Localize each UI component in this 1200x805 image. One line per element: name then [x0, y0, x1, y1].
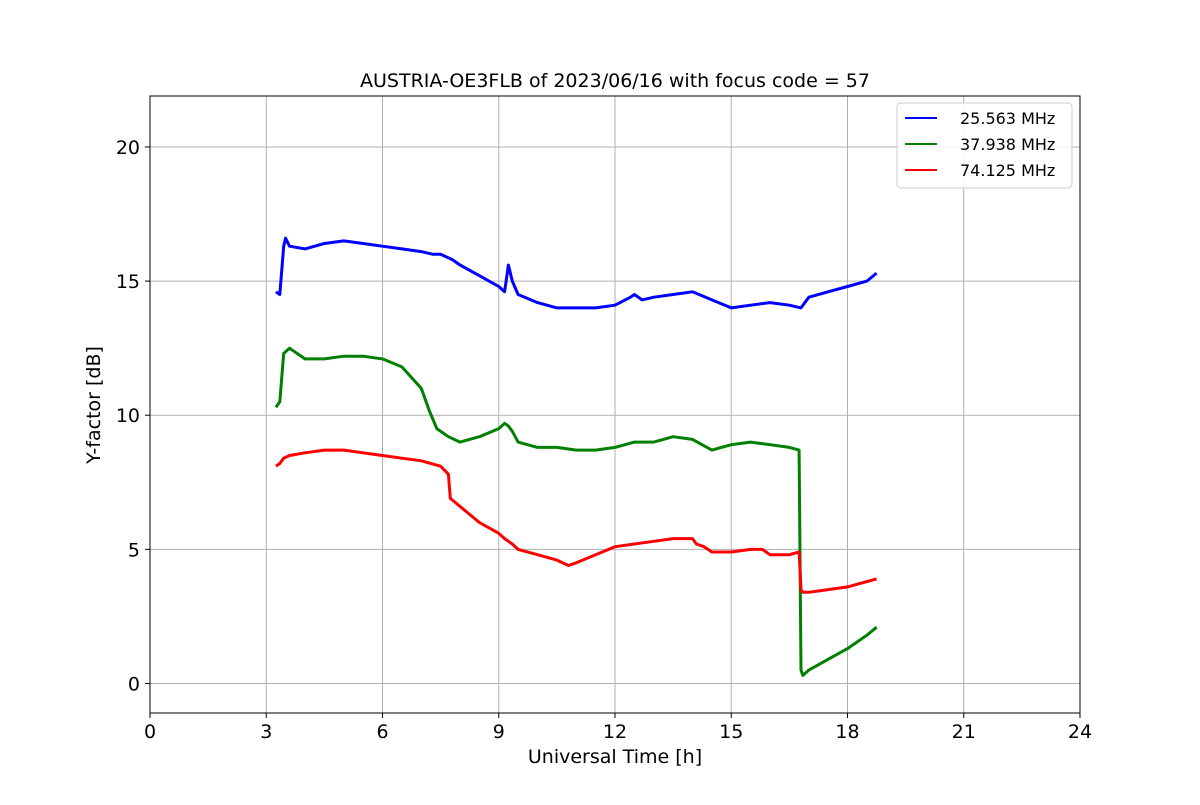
chart-title: AUSTRIA-OE3FLB of 2023/06/16 with focus … — [360, 70, 870, 92]
x-tick-label: 6 — [376, 721, 388, 743]
x-tick-label: 0 — [144, 721, 156, 743]
y-tick-label: 5 — [128, 539, 140, 561]
legend-box — [896, 102, 1073, 189]
y-tick-label: 15 — [116, 271, 140, 293]
y-tick-label: 10 — [116, 405, 140, 427]
x-tick-label: 12 — [603, 721, 627, 743]
x-tick-label: 15 — [719, 721, 743, 743]
x-axis-label: Universal Time [h] — [528, 746, 702, 768]
x-tick-label: 21 — [952, 721, 976, 743]
y-tick-label: 20 — [116, 137, 140, 159]
series-line-37-938-mhz — [274, 346, 878, 677]
tick-layer: 0 3 6 9 12 15 18 21 24 0 5 10 15 20 — [116, 137, 1092, 743]
x-tick-label: 9 — [493, 721, 505, 743]
y-tick-label: 0 — [128, 673, 140, 695]
x-tick-label: 3 — [260, 721, 272, 743]
y-axis-label: Y-factor [dB] — [83, 346, 105, 465]
series-layer — [274, 236, 878, 677]
legend-label: 25.563 MHz — [960, 109, 1055, 128]
legend: 25.563 MHz 37.938 MHz 74.125 MHz — [896, 102, 1073, 189]
series-line-74-125-mhz — [275, 448, 878, 594]
legend-label: 74.125 MHz — [960, 161, 1055, 180]
legend-label: 37.938 MHz — [960, 135, 1055, 154]
x-tick-label: 18 — [835, 721, 859, 743]
series-line-25-563-mhz — [275, 236, 878, 310]
x-tick-label: 24 — [1068, 721, 1092, 743]
